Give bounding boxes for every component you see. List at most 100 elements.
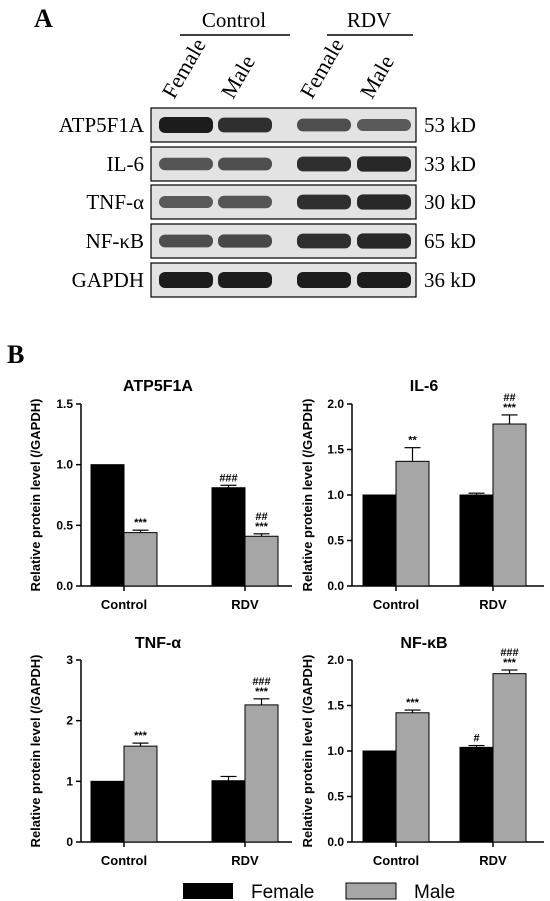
bar-female	[211, 780, 246, 843]
legend: Female Male	[183, 882, 455, 901]
blot-band	[218, 272, 272, 288]
y-tick-label: 1.5	[56, 397, 73, 411]
x-tick-label: Control	[373, 597, 419, 612]
blot-band	[297, 118, 351, 132]
blot-band	[218, 157, 272, 171]
y-tick-label: 2	[66, 714, 73, 728]
bar-chart: NF-κB Relative protein level (/GAPDH) 0.0 0…	[300, 635, 544, 868]
blot-row: GAPDH 36 kD	[72, 262, 476, 298]
blot-band	[159, 234, 213, 248]
panel-b-label: B	[7, 340, 24, 369]
group-label-rdv: RDV	[347, 8, 391, 32]
blot-mw-label: 65 kD	[424, 229, 476, 253]
y-tick-label: 0.0	[327, 835, 344, 849]
blot-band	[297, 156, 351, 172]
x-tick-label: RDV	[479, 853, 507, 868]
y-tick-label: 2.0	[327, 397, 344, 411]
blot-row: ATP5F1A 53 kD	[59, 107, 476, 143]
x-tick-label: RDV	[231, 597, 259, 612]
significance-label: ***	[503, 402, 517, 414]
legend-female-swatch	[183, 883, 233, 899]
blot-band	[357, 119, 411, 131]
y-axis-label: Relative protein level (/GAPDH)	[28, 399, 43, 592]
y-tick-label: 0	[66, 835, 73, 849]
blot-band	[357, 156, 411, 172]
bar-chart: IL-6 Relative protein level (/GAPDH) 0.0 0.…	[300, 378, 544, 612]
chart-title: ATP5F1A	[123, 378, 193, 395]
y-axis-label: Relative protein level (/GAPDH)	[300, 655, 315, 848]
chart-title: TNF-α	[135, 635, 181, 652]
blot-row: TNF-α 30 kD	[86, 184, 476, 220]
panel-a-label: A	[34, 4, 53, 33]
blot-band	[357, 233, 411, 249]
lane-label-1: Male	[216, 51, 260, 103]
significance-label: **	[408, 435, 417, 447]
x-tick-label: Control	[101, 597, 147, 612]
blot-mw-label: 53 kD	[424, 113, 476, 137]
significance-label: ###	[219, 472, 237, 484]
significance-label: ###	[252, 676, 270, 688]
x-tick-label: Control	[373, 853, 419, 868]
blot-protein-label: IL-6	[107, 152, 144, 176]
blot-mw-label: 30 kD	[424, 190, 476, 214]
significance-label: ***	[255, 686, 269, 698]
blot-band	[218, 117, 272, 133]
x-tick-label: RDV	[479, 597, 507, 612]
blot-band	[297, 194, 351, 210]
lane-label-3: Male	[355, 51, 399, 103]
chart-title: IL-6	[410, 378, 439, 395]
bar-female	[459, 494, 494, 587]
bar-male	[123, 532, 158, 587]
y-tick-label: 1.5	[327, 699, 344, 713]
y-tick-label: 0.5	[327, 534, 344, 548]
significance-label: ##	[255, 511, 267, 523]
chart-title: NF-κB	[400, 635, 447, 652]
y-tick-label: 1.0	[56, 458, 73, 472]
bar-male	[395, 460, 430, 587]
blot-protein-label: GAPDH	[72, 268, 144, 292]
legend-male-swatch	[345, 882, 397, 900]
blot-band	[357, 272, 411, 288]
blot-band	[297, 272, 351, 288]
bar-male	[244, 535, 279, 587]
significance-label: ***	[134, 730, 148, 742]
blot-band	[159, 117, 213, 133]
significance-label: ***	[503, 657, 517, 669]
blot-band	[159, 157, 213, 171]
y-axis-label: Relative protein level (/GAPDH)	[28, 655, 43, 848]
bar-female	[90, 780, 125, 843]
y-tick-label: 0.5	[327, 790, 344, 804]
significance-label: ***	[255, 521, 269, 533]
y-tick-label: 3	[66, 653, 73, 667]
blot-protein-label: NF-κB	[86, 229, 144, 253]
y-axis-label: Relative protein level (/GAPDH)	[300, 399, 315, 592]
blot-protein-label: TNF-α	[86, 190, 144, 214]
bar-male	[395, 712, 430, 843]
y-tick-label: 0.5	[56, 518, 73, 532]
lane-label-2: Female	[295, 34, 349, 103]
blot-mw-label: 36 kD	[424, 268, 476, 292]
blot-band	[218, 195, 272, 209]
blot-mw-label: 33 kD	[424, 152, 476, 176]
y-tick-label: 2.0	[327, 653, 344, 667]
blot-protein-label: ATP5F1A	[59, 113, 145, 137]
blot-band	[159, 196, 213, 208]
significance-label: ###	[500, 647, 518, 659]
group-label-control: Control	[202, 8, 266, 32]
bar-male	[123, 745, 158, 843]
y-tick-label: 0.0	[327, 579, 344, 593]
bar-chart: TNF-α Relative protein level (/GAPDH) 0 1 2 3…	[28, 635, 292, 868]
blot-row: IL-6 33 kD	[107, 146, 476, 182]
blot-band	[159, 272, 213, 288]
blot-band	[297, 233, 351, 249]
bar-female	[211, 487, 246, 587]
y-tick-label: 1	[66, 774, 73, 788]
significance-label: #	[473, 733, 479, 745]
legend-female-label: Female	[251, 882, 314, 901]
bar-female	[90, 464, 125, 587]
significance-label: ***	[134, 517, 148, 529]
bar-female	[362, 750, 397, 843]
blot-band	[218, 234, 272, 248]
bar-chart: ATP5F1A Relative protein level (/GAPDH) 0.…	[28, 378, 292, 612]
